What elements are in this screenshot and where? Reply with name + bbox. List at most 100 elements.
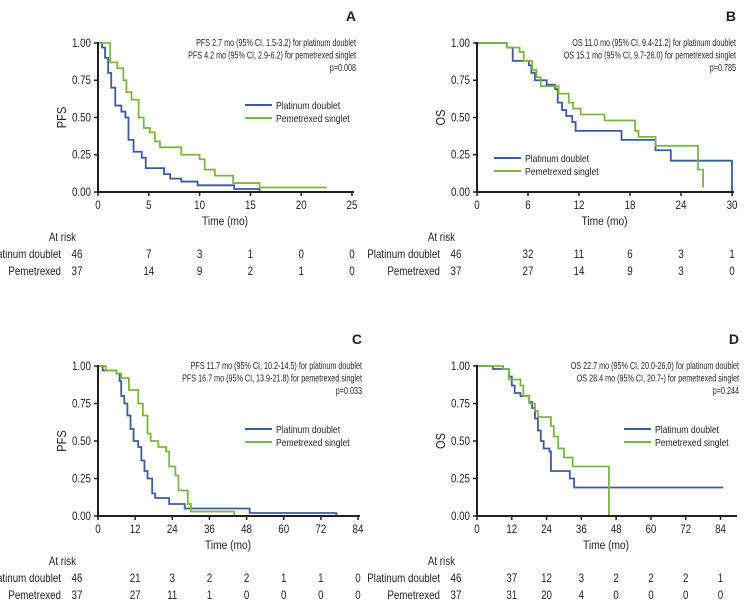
at-risk-count: 2 (648, 572, 653, 585)
legend-label: Platinum doublet (655, 424, 719, 436)
annotation-line: OS 11.0 mo (95% CI, 9.4-21.2) for platin… (572, 37, 736, 48)
annotation-line: PFS 16.7 mo (95% CI, 13.9-21.8) for peme… (182, 372, 362, 383)
at-risk-count: 37 (451, 265, 462, 278)
at-risk-count: 46 (451, 248, 462, 261)
at-risk-row-label: Pemetrexed (387, 265, 440, 278)
annotation-line: p=0.244 (713, 385, 739, 396)
at-risk-count: 31 (506, 589, 517, 602)
y-tick-label: 0.50 (451, 112, 470, 125)
y-tick-label: 0.00 (72, 186, 91, 199)
at-risk-count: 2 (683, 572, 688, 585)
panel-label: D (729, 331, 739, 347)
y-tick-label: 0.75 (451, 398, 470, 411)
x-axis-label: Time (mo) (581, 215, 627, 228)
at-risk-count: 2 (248, 265, 253, 278)
km-curve-platinum-doublet (477, 42, 733, 192)
y-axis-label: PFS (54, 430, 69, 451)
at-risk-count: 1 (207, 589, 212, 602)
x-tick-label: 15 (245, 199, 256, 212)
x-tick-label: 24 (167, 523, 178, 536)
at-risk-count: 1 (298, 265, 303, 278)
y-axis-label: OS (433, 433, 448, 449)
y-tick-label: 1.00 (72, 37, 91, 50)
annotation-line: p=0.008 (330, 62, 356, 73)
at-risk-count: 37 (506, 572, 517, 585)
x-tick-label: 0 (474, 199, 479, 212)
at-risk-count: 0 (349, 248, 354, 261)
at-risk-count: 0 (683, 589, 688, 602)
panel-d: D OS 22.7 mo (95% CI, 20.0-26.0) for plat… (367, 331, 739, 602)
y-axis-label: OS (433, 110, 448, 126)
at-risk-row-label: Pemetrexed (8, 265, 61, 278)
at-risk-count: 2 (207, 572, 212, 585)
at-risk-count: 0 (355, 589, 360, 602)
legend-label: Platinum doublet (276, 424, 340, 436)
y-tick-label: 0.00 (72, 510, 91, 523)
at-risk-row-label: Platinum doublet (0, 572, 61, 585)
km-curve-pemetrexed-singlet (98, 42, 327, 189)
legend-label: Platinum doublet (525, 153, 589, 165)
x-tick-label: 24 (676, 199, 687, 212)
at-risk-count: 9 (627, 265, 632, 278)
x-tick-label: 10 (194, 199, 205, 212)
x-tick-label: 48 (611, 523, 622, 536)
x-axis-label: Time (mo) (202, 215, 248, 228)
at-risk-count: 0 (648, 589, 653, 602)
x-tick-label: 0 (95, 523, 100, 536)
at-risk-count: 0 (355, 572, 360, 585)
at-risk-count: 7 (146, 248, 151, 261)
at-risk-count: 3 (678, 265, 683, 278)
annotation-line: PFS 2.7 mo (95% CI, 1.5-3.2) for platinu… (196, 37, 356, 48)
x-tick-label: 12 (574, 199, 585, 212)
at-risk-count: 46 (72, 572, 83, 585)
at-risk-row-label: Platinum doublet (367, 572, 440, 585)
x-tick-label: 84 (715, 523, 726, 536)
y-tick-label: 0.75 (72, 398, 91, 411)
at-risk-count: 11 (574, 248, 584, 261)
at-risk-count: 1 (248, 248, 253, 261)
y-tick-label: 0.25 (72, 149, 91, 162)
y-tick-label: 0.25 (451, 149, 470, 162)
y-tick-label: 0.00 (451, 510, 470, 523)
x-tick-label: 60 (278, 523, 289, 536)
x-tick-label: 60 (646, 523, 657, 536)
at-risk-row-label: Platinum doublet (367, 248, 440, 261)
at-risk-title: At risk (49, 231, 77, 244)
x-tick-label: 12 (130, 523, 141, 536)
y-tick-label: 0.75 (72, 75, 91, 88)
x-tick-label: 12 (506, 523, 517, 536)
at-risk-count: 0 (318, 589, 323, 602)
at-risk-count: 12 (541, 572, 552, 585)
at-risk-count: 3 (170, 572, 175, 585)
panel-label: C (352, 331, 362, 347)
annotation-line: p=0.785 (710, 62, 736, 73)
y-tick-label: 1.00 (451, 360, 470, 373)
y-tick-label: 0.00 (451, 186, 470, 199)
at-risk-title: At risk (428, 231, 456, 244)
at-risk-count: 21 (130, 572, 141, 585)
y-axis-label: PFS (54, 107, 69, 128)
panel-a: A PFS 2.7 mo (95% CI, 1.5-3.2) for platin… (0, 8, 357, 278)
annotation-line: p=0.033 (336, 385, 362, 396)
at-risk-count: 1 (729, 248, 734, 261)
km-curve-pemetrexed-singlet (477, 365, 610, 516)
at-risk-count: 1 (718, 572, 723, 585)
y-tick-label: 1.00 (451, 37, 470, 50)
x-tick-label: 36 (576, 523, 587, 536)
annotation-line: OS 15.1 mo (95% CI, 9.7-26.0) for pemetr… (564, 49, 737, 60)
at-risk-count: 46 (451, 572, 462, 585)
y-tick-label: 0.50 (72, 112, 91, 125)
at-risk-count: 0 (244, 589, 249, 602)
annotation-line: OS 22.7 mo (95% CI, 20.0-26.0) for plati… (571, 360, 740, 371)
at-risk-count: 0 (281, 589, 286, 602)
at-risk-count: 14 (143, 265, 154, 278)
km-curve-platinum-doublet (98, 42, 261, 192)
at-risk-title: At risk (49, 555, 77, 568)
at-risk-count: 1 (281, 572, 286, 585)
x-tick-label: 25 (347, 199, 358, 212)
at-risk-count: 0 (613, 589, 618, 602)
at-risk-count: 20 (541, 589, 552, 602)
x-axis-label: Time (mo) (205, 539, 251, 552)
x-tick-label: 72 (680, 523, 691, 536)
